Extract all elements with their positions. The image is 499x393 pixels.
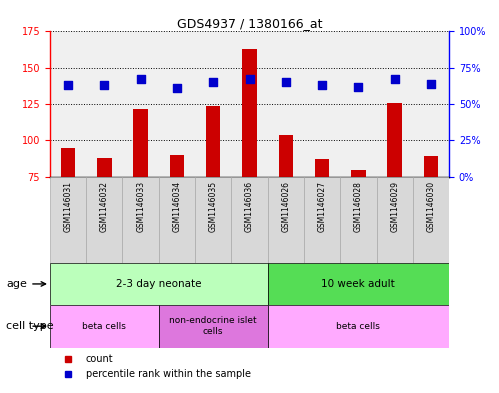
Bar	[340, 177, 377, 263]
Text: GSM1146029: GSM1146029	[390, 181, 399, 232]
Bar	[159, 177, 195, 263]
Title: GDS4937 / 1380166_at: GDS4937 / 1380166_at	[177, 17, 322, 30]
Bar	[122, 177, 159, 263]
Text: beta cells: beta cells	[82, 322, 126, 331]
Bar	[267, 263, 449, 305]
Text: age: age	[6, 279, 45, 289]
Text: non-endocrine islet
cells: non-endocrine islet cells	[169, 316, 257, 336]
Text: beta cells: beta cells	[336, 322, 380, 331]
Bar	[413, 177, 449, 263]
Bar	[377, 177, 413, 263]
Legend: count, percentile rank within the sample: count, percentile rank within the sample	[55, 351, 255, 383]
Bar	[232, 177, 267, 263]
Text: 2-3 day neonate: 2-3 day neonate	[116, 279, 202, 289]
Bar	[267, 305, 449, 348]
Bar	[206, 106, 221, 177]
Text: 10 week adult: 10 week adult	[321, 279, 395, 289]
Point	[100, 82, 108, 88]
Point	[391, 76, 399, 83]
Bar	[195, 177, 232, 263]
Text: GSM1146033: GSM1146033	[136, 181, 145, 232]
Bar	[351, 170, 366, 177]
Text: GSM1146030: GSM1146030	[427, 181, 436, 232]
Bar	[387, 103, 402, 177]
Text: GSM1146028: GSM1146028	[354, 181, 363, 232]
Text: GSM1146027: GSM1146027	[317, 181, 326, 232]
Point	[137, 76, 145, 83]
Text: GSM1146035: GSM1146035	[209, 181, 218, 232]
Bar	[61, 148, 75, 177]
Point	[209, 79, 217, 86]
Bar	[267, 177, 304, 263]
Point	[173, 85, 181, 91]
Bar	[278, 135, 293, 177]
Bar	[50, 177, 86, 263]
Point	[427, 81, 435, 87]
Bar	[304, 177, 340, 263]
Point	[318, 82, 326, 88]
Bar	[424, 156, 438, 177]
Bar	[170, 155, 184, 177]
Bar	[315, 160, 329, 177]
Point	[354, 84, 362, 90]
Point	[64, 82, 72, 88]
Text: GSM1146031: GSM1146031	[63, 181, 72, 232]
Text: GSM1146026: GSM1146026	[281, 181, 290, 232]
Text: cell type: cell type	[6, 321, 54, 331]
Bar	[159, 305, 267, 348]
Text: GSM1146032: GSM1146032	[100, 181, 109, 232]
Bar	[86, 177, 122, 263]
Bar	[242, 49, 257, 177]
Bar	[50, 305, 159, 348]
Bar	[133, 108, 148, 177]
Text: GSM1146036: GSM1146036	[245, 181, 254, 232]
Point	[246, 76, 253, 83]
Bar	[50, 263, 267, 305]
Text: GSM1146034: GSM1146034	[173, 181, 182, 232]
Bar	[97, 158, 112, 177]
Point	[282, 79, 290, 86]
